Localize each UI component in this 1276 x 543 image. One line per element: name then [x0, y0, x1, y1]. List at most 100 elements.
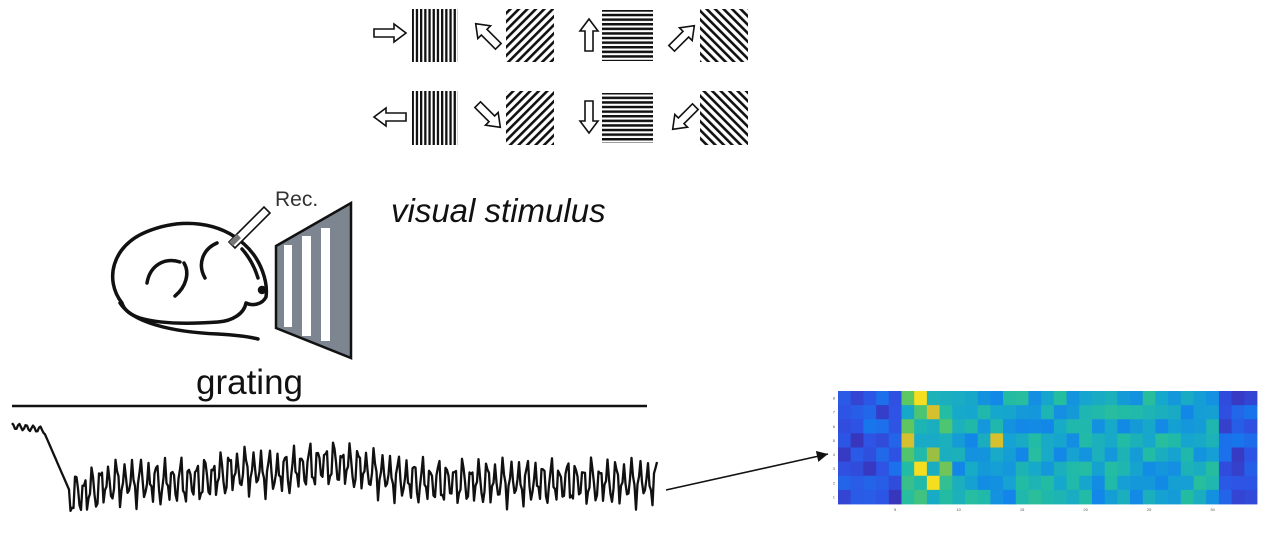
heatmap-cell	[1130, 489, 1144, 505]
heatmap-cell	[952, 419, 966, 434]
rec-label: Rec.	[275, 188, 318, 211]
heatmap-cell	[901, 433, 915, 448]
heatmap-cell	[914, 405, 928, 420]
heatmap-cell	[876, 391, 890, 406]
heatmap-cell	[1218, 489, 1233, 505]
heatmap-cell	[1104, 391, 1118, 406]
heatmap-cell	[1206, 433, 1220, 448]
heatmap-cell	[1206, 419, 1220, 434]
heatmap-cell	[1015, 447, 1029, 463]
heatmap-cell	[964, 391, 979, 406]
heatmap-cell	[1079, 447, 1093, 463]
heatmap-cell	[1015, 405, 1029, 420]
heatmap-cell	[952, 461, 966, 477]
heatmap-cell	[939, 447, 953, 463]
heatmap-cell	[1218, 447, 1233, 463]
heatmap-cell	[1003, 391, 1017, 406]
heatmap-cell	[838, 419, 852, 434]
heatmap-cell	[1028, 447, 1042, 463]
heatmap-cell	[1168, 447, 1182, 463]
heatmap-cell	[1053, 433, 1067, 448]
heatmap-cell	[850, 391, 864, 406]
heatmap-cell	[1231, 489, 1245, 505]
heatmap-cell	[926, 405, 940, 420]
heatmap-cell	[1180, 447, 1194, 463]
heatmap-cell	[850, 447, 864, 463]
heatmap-cell	[838, 489, 852, 505]
heatmap-cell	[1206, 461, 1220, 477]
heatmap-cell	[1091, 475, 1106, 491]
heatmap-cell	[1041, 405, 1055, 420]
heatmap-cell	[1180, 391, 1194, 406]
heatmap-cell	[1066, 475, 1080, 491]
heatmap-cell	[1180, 405, 1194, 420]
heatmap-cell	[1041, 447, 1055, 463]
heatmap-cell	[1117, 489, 1131, 505]
heatmap-x-ticks: 5 10 15 20 25 30	[894, 507, 1216, 512]
stimulus-row-1	[373, 9, 748, 62]
heatmap-cell	[888, 433, 902, 448]
heatmap-cell	[1168, 475, 1182, 491]
heatmap-cell	[1231, 419, 1245, 434]
heatmap-cell	[977, 419, 991, 434]
heatmap-cell	[1066, 419, 1080, 434]
heatmap-cell	[1079, 405, 1093, 420]
heatmap-cell	[1028, 433, 1042, 448]
heatmap-cell	[1206, 405, 1220, 420]
heatmap-cell	[888, 391, 902, 406]
heatmap-cell	[1142, 447, 1156, 463]
heatmap-cell	[914, 475, 928, 491]
grating-diagonal-up	[506, 9, 554, 62]
heatmap-x-tick-label: 15	[1020, 507, 1025, 512]
heatmap-cell	[850, 489, 864, 505]
heatmap-cell	[1091, 405, 1106, 420]
heatmap-cell	[1117, 419, 1131, 434]
heatmap-cell	[1079, 391, 1093, 406]
heatmap-cell	[1218, 433, 1233, 448]
heatmap-cell	[1180, 489, 1194, 505]
heatmap-cell	[1091, 447, 1106, 463]
heatmap-cell	[1218, 405, 1233, 420]
heatmap-cell	[1091, 489, 1106, 505]
heatmap-cell	[1206, 489, 1220, 505]
heatmap-cell	[901, 405, 915, 420]
heatmap-cell	[990, 419, 1004, 434]
heatmap-cell	[1053, 461, 1067, 477]
down-left-arrow-icon	[671, 102, 700, 131]
heatmap-cell	[1193, 489, 1207, 505]
heatmap-cell	[939, 475, 953, 491]
heatmap-cell	[1244, 391, 1258, 406]
up-arrow-icon	[578, 17, 600, 52]
heatmap-cell	[939, 489, 953, 505]
heatmap-cell	[1015, 489, 1029, 505]
heatmap-cell	[1155, 405, 1169, 420]
heatmap-cell	[1218, 419, 1233, 434]
heatmap-cell	[926, 391, 940, 406]
heatmap-cell	[990, 475, 1004, 491]
heatmap-x-tick-label: 5	[894, 507, 897, 512]
heatmap-cell	[914, 391, 928, 406]
heatmap-cell	[1218, 475, 1233, 491]
heatmap-cell	[1015, 419, 1029, 434]
heatmap-y-tick-label: 5	[833, 438, 836, 443]
heatmap-y-tick-label: 2	[833, 480, 836, 485]
heatmap-cell	[876, 489, 890, 505]
heatmap-y-tick-label: 3	[833, 466, 836, 471]
heatmap-cell	[1117, 461, 1131, 477]
heatmap	[838, 391, 1258, 505]
heatmap-cell	[1206, 475, 1220, 491]
heatmap-cell	[926, 419, 940, 434]
heatmap-cell	[1155, 447, 1169, 463]
heatmap-cell	[1180, 419, 1194, 434]
heatmap-cell	[1003, 489, 1017, 505]
heatmap-cell	[876, 419, 890, 434]
heatmap-cell	[1130, 461, 1144, 477]
heatmap-cell	[1155, 489, 1169, 505]
heatmap-cell	[990, 489, 1004, 505]
down-right-arrow-icon	[473, 100, 502, 129]
heatmap-cell	[977, 391, 991, 406]
grating-vertical	[412, 9, 458, 62]
stimulus-row-2	[372, 91, 748, 145]
heatmap-cell	[838, 405, 852, 420]
heatmap-cell	[1091, 419, 1106, 434]
